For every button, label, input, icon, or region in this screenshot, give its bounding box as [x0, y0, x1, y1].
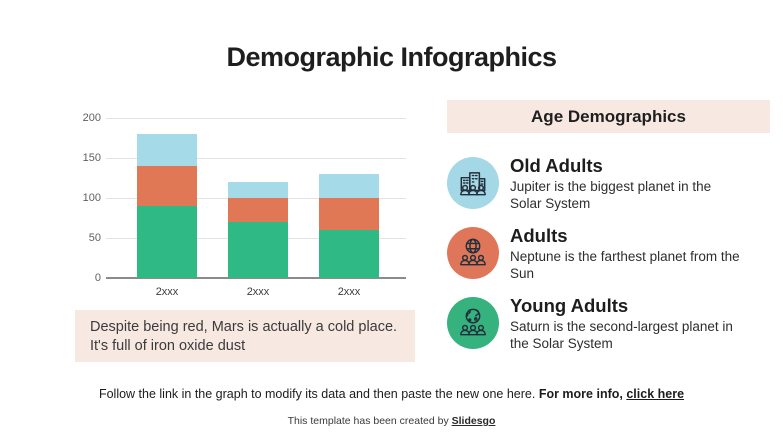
bar-segment-young-adults — [228, 222, 288, 278]
bar-segment-young-adults — [137, 206, 197, 278]
bar-segment-old-adults — [319, 174, 379, 198]
panel-item-title: Old Adults — [510, 155, 603, 176]
panel-item-description: Jupiter is the biggest planet in the Sol… — [510, 179, 712, 211]
stacked-bar-chart[interactable]: 0 50 100 150 200 2xxx 2xxx 2xxx — [75, 108, 421, 308]
gridline — [106, 158, 406, 159]
note-line-1: Despite being red, Mars is actually a co… — [90, 319, 398, 335]
credit-text: This template has been created by — [287, 415, 449, 427]
panel-item-text: Adults Neptune is the farthest planet fr… — [510, 225, 740, 282]
panel-item-text: Old Adults Jupiter is the biggest planet… — [510, 155, 740, 212]
y-axis-tick-label: 200 — [82, 112, 101, 124]
panel-item-description: Saturn is the second-largest planet in t… — [510, 319, 733, 351]
click-here-link[interactable]: click here — [626, 387, 685, 401]
panel-header: Age Demographics — [447, 100, 770, 133]
panel-item-title: Adults — [510, 225, 568, 246]
y-axis-tick-label: 0 — [94, 272, 101, 284]
y-axis-tick-label: 50 — [88, 232, 101, 244]
note-line-2: It's full of iron oxide dust — [90, 338, 246, 354]
gridline — [106, 118, 406, 119]
panel-item-description: Neptune is the farthest planet from the … — [510, 249, 740, 281]
slidesgo-link[interactable]: Slidesgo — [451, 415, 496, 427]
bar-segment-adults — [137, 166, 197, 206]
panel-item-adults: Adults Neptune is the farthest planet fr… — [447, 225, 770, 285]
footer-instruction-text: Follow the link in the graph to modify i… — [98, 387, 536, 401]
bar-segment-adults — [228, 198, 288, 222]
y-axis-tick-label: 150 — [82, 152, 101, 164]
x-axis-line — [106, 277, 406, 279]
bar-segment-adults — [319, 198, 379, 230]
panel-item-title: Young Adults — [510, 295, 629, 316]
panel-item-old-adults: Old Adults Jupiter is the biggest planet… — [447, 155, 770, 215]
bar-segment-old-adults — [137, 134, 197, 166]
footer-instruction: Follow the link in the graph to modify i… — [0, 387, 783, 401]
y-axis-tick-label: 100 — [82, 192, 101, 204]
earth-people-icon — [447, 297, 499, 349]
template-credit: This template has been created by Slides… — [0, 415, 783, 427]
x-axis-tick-label: 2xxx — [155, 286, 179, 298]
x-axis-tick-label: 2xxx — [337, 286, 361, 298]
footer-more-info: For more info, — [538, 387, 623, 401]
slide-title: Demographic Infographics — [226, 42, 557, 72]
x-axis-tick-label: 2xxx — [246, 286, 270, 298]
bar-segment-young-adults — [319, 230, 379, 278]
panel-item-young-adults: Young Adults Saturn is the second-larges… — [447, 295, 770, 355]
note-box: Despite being red, Mars is actually a co… — [75, 310, 415, 362]
city-people-icon — [447, 157, 499, 209]
bar-segment-old-adults — [228, 182, 288, 198]
globe-people-icon — [447, 227, 499, 279]
panel-item-text: Young Adults Saturn is the second-larges… — [510, 295, 740, 352]
